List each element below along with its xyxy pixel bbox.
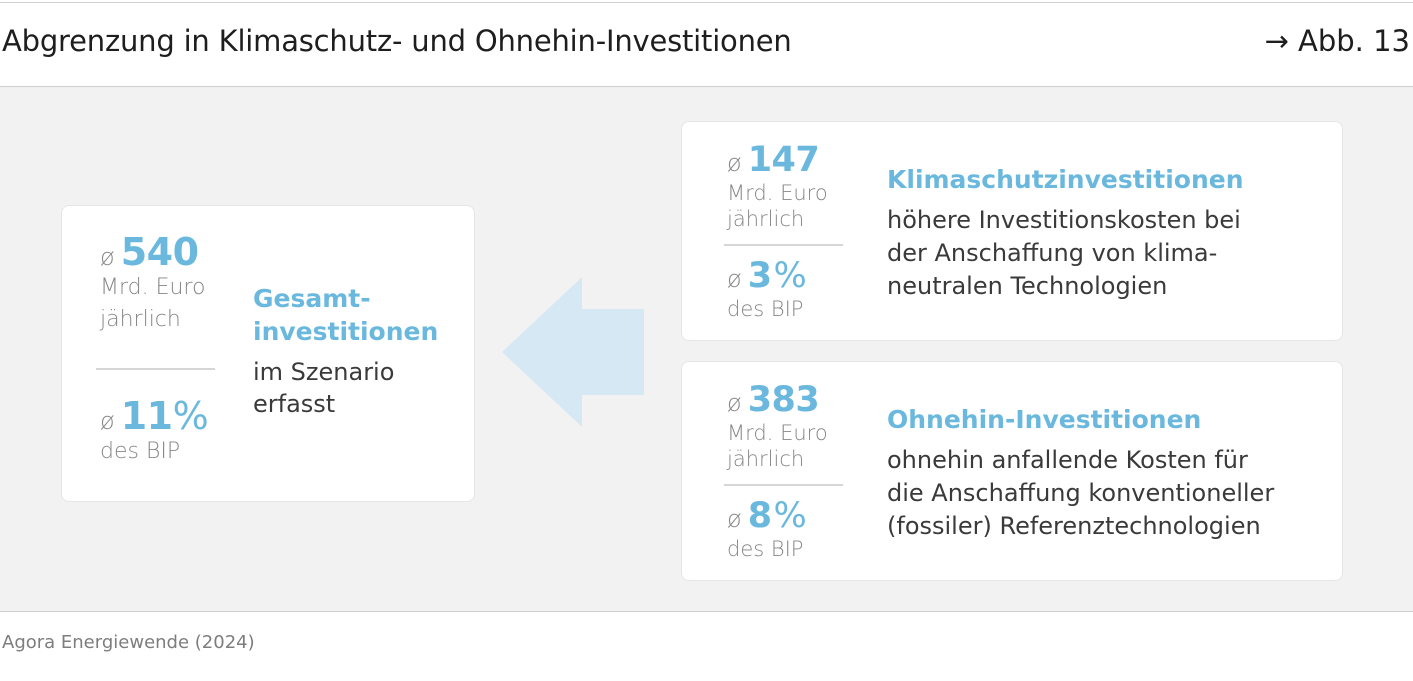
total-heading-line2: investitionen [253,317,439,346]
climate-amount-value: 147 [747,140,820,180]
average-symbol: ø [727,149,742,177]
climate-heading: Klimaschutzinvestitionen [887,165,1244,194]
page-title: Abgrenzung in Klimaschutz- und Ohnehin-I… [2,24,792,58]
baseline-desc-line2: die Anschaffung konventioneller [887,479,1275,507]
climate-amount-period: jährlich [727,207,805,231]
baseline-share-value: 8 [747,496,772,536]
total-amount-value: 540 [120,230,199,274]
total-amount-stat: ø 540 Mrd. Euro jährlich [100,230,205,334]
percent-sign: % [773,256,807,296]
diagram-panel: ø 540 Mrd. Euro jährlich ø 11 % des BIP … [0,86,1413,612]
climate-desc-line3: neutralen Technologien [887,272,1168,300]
baseline-divider [724,484,843,486]
percent-sign: % [773,496,807,536]
figure-reference: → Abb. 13 [1264,24,1410,58]
left-arrow-icon [502,277,644,427]
total-share-value: 11 [120,394,173,438]
baseline-amount-period: jährlich [727,447,805,471]
baseline-amount-value: 383 [747,380,820,420]
average-symbol: ø [727,505,742,533]
source-note: Agora Energiewende (2024) [2,632,255,653]
climate-share-label: des BIP [727,297,804,321]
baseline-heading: Ohnehin-Investitionen [887,405,1202,434]
average-symbol: ø [727,389,742,417]
baseline-desc-line3: (fossiler) Referenztechnologien [887,512,1261,540]
average-symbol: ø [100,407,115,435]
climate-divider [724,244,843,246]
climate-amount-stat: ø 147 Mrd. Euro jährlich [727,140,828,232]
total-desc-line1: im Szenario [253,358,395,386]
baseline-desc-line1: ohnehin anfallende Kosten für [887,446,1248,474]
average-symbol: ø [100,243,115,271]
baseline-amount-stat: ø 383 Mrd. Euro jährlich [727,380,828,472]
climate-amount-unit: Mrd. Euro [727,181,828,205]
baseline-share-stat: ø 8 % des BIP [727,496,807,562]
total-desc-line2: erfasst [253,390,336,418]
total-amount-unit: Mrd. Euro [100,275,206,300]
total-amount-period: jährlich [100,307,181,332]
baseline-amount-unit: Mrd. Euro [727,421,828,445]
percent-sign: % [172,394,209,438]
climate-share-stat: ø 3 % des BIP [727,256,807,322]
climate-share-value: 3 [747,256,772,296]
top-rule [0,2,1413,3]
total-share-stat: ø 11 % des BIP [100,394,209,466]
total-investment-card: ø 540 Mrd. Euro jährlich ø 11 % des BIP … [61,205,475,502]
total-share-label: des BIP [100,439,181,464]
total-divider [96,368,215,370]
baseline-share-label: des BIP [727,537,804,561]
climate-investment-card: ø 147 Mrd. Euro jährlich ø 3 % des BIP K… [681,121,1343,341]
baseline-investment-card: ø 383 Mrd. Euro jährlich ø 8 % des BIP O… [681,361,1343,581]
average-symbol: ø [727,265,742,293]
climate-desc-line1: höhere Investitionskosten bei [887,206,1241,234]
climate-desc-line2: der Anschaffung von klima- [887,239,1218,267]
total-heading-line1: Gesamt- [253,284,371,313]
